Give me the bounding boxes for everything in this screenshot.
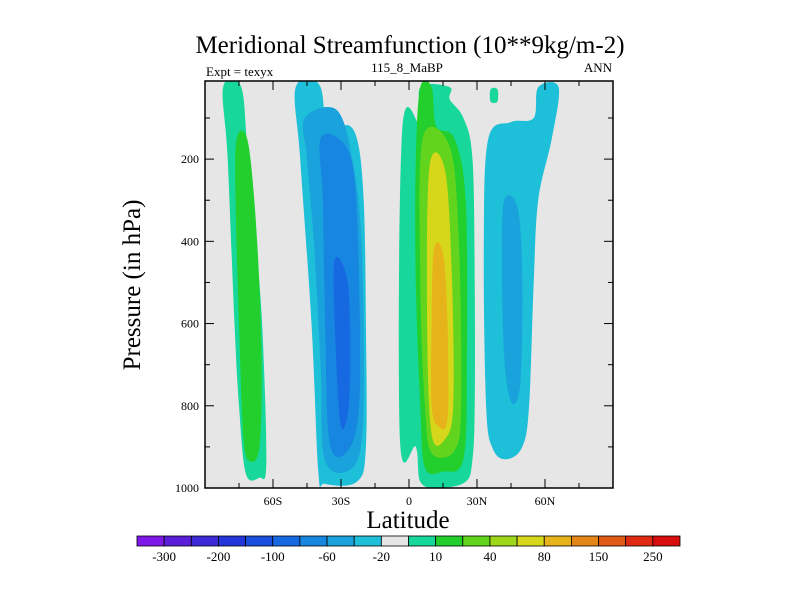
x-tick-label: 60S: [264, 494, 283, 508]
contour-nh-high-250: [431, 242, 449, 430]
colorbar-cell: [163, 535, 192, 547]
colorbar-label: -200: [207, 549, 231, 564]
colorbar-label: 250: [643, 549, 663, 564]
colorbar-cell: [598, 535, 627, 547]
colorbar-label: -300: [152, 549, 176, 564]
y-tick-label: 1000: [175, 481, 199, 495]
colorbar-cell: [299, 535, 328, 547]
colorbar-cell: [136, 535, 165, 547]
colorbar-label: -20: [373, 549, 390, 564]
y-tick-label: 800: [181, 399, 199, 413]
colorbar-label: 150: [589, 549, 609, 564]
colorbar-cell: [435, 535, 464, 547]
contour-nh-high-100-dot: [489, 87, 499, 104]
colorbar-cell: [489, 535, 518, 547]
axis-ticks: 60S 30S 0 30N 60N 200 400 600 800 1000: [175, 81, 613, 508]
colorbar-cell: [380, 535, 409, 547]
y-tick-label: 400: [181, 234, 199, 248]
colorbar-label: 80: [538, 549, 551, 564]
x-tick-label: 0: [406, 494, 412, 508]
contour-regions: [222, 81, 560, 488]
colorbar-cell: [408, 535, 437, 547]
x-tick-label: 30S: [332, 494, 351, 508]
colorbar-cell: [571, 535, 599, 547]
y-tick-label: 600: [181, 317, 199, 331]
colorbar-label: -60: [318, 549, 335, 564]
colorbar-cell: [218, 535, 246, 547]
x-tick-label: 30N: [467, 494, 488, 508]
colorbar-label: 40: [483, 549, 496, 564]
contour-sh-high-inner: [235, 130, 262, 462]
contour-nh-low-inner: [501, 195, 523, 405]
colorbar: -300 -200 -100 -60 -20 10 40 80 150 250: [136, 535, 681, 564]
chart-title: Meridional Streamfunction (10**9kg/m-2): [195, 32, 624, 59]
y-axis-label: Pressure (in hPa): [119, 200, 146, 371]
colorbar-cell: [462, 535, 491, 547]
colorbar-cell: [353, 535, 382, 547]
colorbar-cell: [190, 535, 219, 547]
colorbar-label: 10: [429, 549, 442, 564]
colorbar-cell: [516, 535, 545, 547]
subtitle-center: 115_8_MaBP: [371, 60, 443, 75]
subtitle-left: Expt = texyx: [206, 64, 274, 79]
y-tick-label: 200: [181, 152, 199, 166]
colorbar-cell: [272, 535, 301, 547]
x-tick-label: 60N: [535, 494, 556, 508]
colorbar-cell: [625, 535, 654, 547]
colorbar-cell: [543, 535, 572, 547]
colorbar-label: -100: [261, 549, 285, 564]
colorbar-cell: [245, 535, 274, 547]
colorbar-cell: [326, 535, 355, 547]
subtitle-right: ANN: [584, 60, 613, 75]
x-axis-label: Latitude: [366, 507, 449, 534]
colorbar-cell: [652, 535, 681, 547]
contour-sh-low-core: [333, 256, 351, 430]
